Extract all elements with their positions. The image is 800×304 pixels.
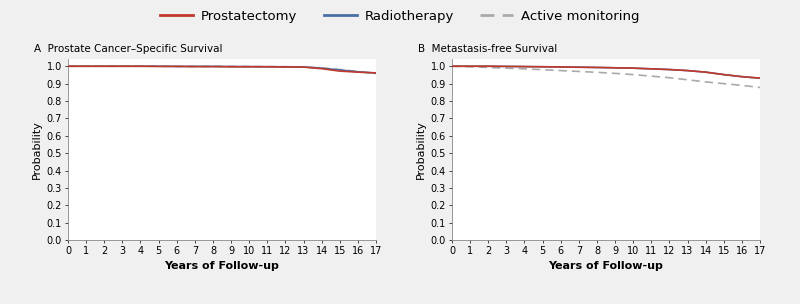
Text: A  Prostate Cancer–Specific Survival: A Prostate Cancer–Specific Survival [34,44,222,54]
Y-axis label: Probability: Probability [32,120,42,179]
Legend: Prostatectomy, Radiotherapy, Active monitoring: Prostatectomy, Radiotherapy, Active moni… [160,10,640,22]
X-axis label: Years of Follow-up: Years of Follow-up [165,261,279,271]
Text: B  Metastasis-free Survival: B Metastasis-free Survival [418,44,558,54]
X-axis label: Years of Follow-up: Years of Follow-up [549,261,663,271]
Y-axis label: Probability: Probability [416,120,426,179]
